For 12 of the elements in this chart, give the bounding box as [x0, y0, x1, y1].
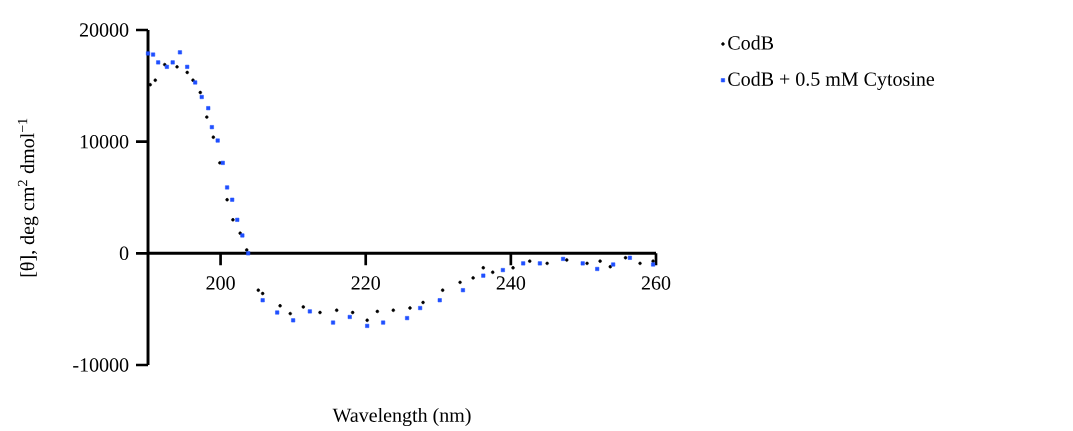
y-tick-label: -10000	[73, 358, 129, 372]
y-tick-label: 20000	[79, 23, 129, 37]
y-axis-title: [θ], deg cm$^{2}$ dmol$^{−1}$	[17, 118, 39, 277]
x-tick-label: 260	[641, 276, 671, 290]
x-axis-title: Wavelength (nm)	[332, 407, 471, 427]
y-tick-label: 10000	[80, 134, 129, 149]
x-tick-label: 240	[496, 276, 526, 290]
x-tick-label: 200	[206, 276, 235, 290]
legend-label: CodB	[728, 35, 774, 50]
y-tick-label: 0	[119, 246, 129, 261]
x-tick-label: 220	[351, 276, 380, 290]
legend-label: CodB + 0.5 mM Cytosine	[728, 71, 935, 90]
